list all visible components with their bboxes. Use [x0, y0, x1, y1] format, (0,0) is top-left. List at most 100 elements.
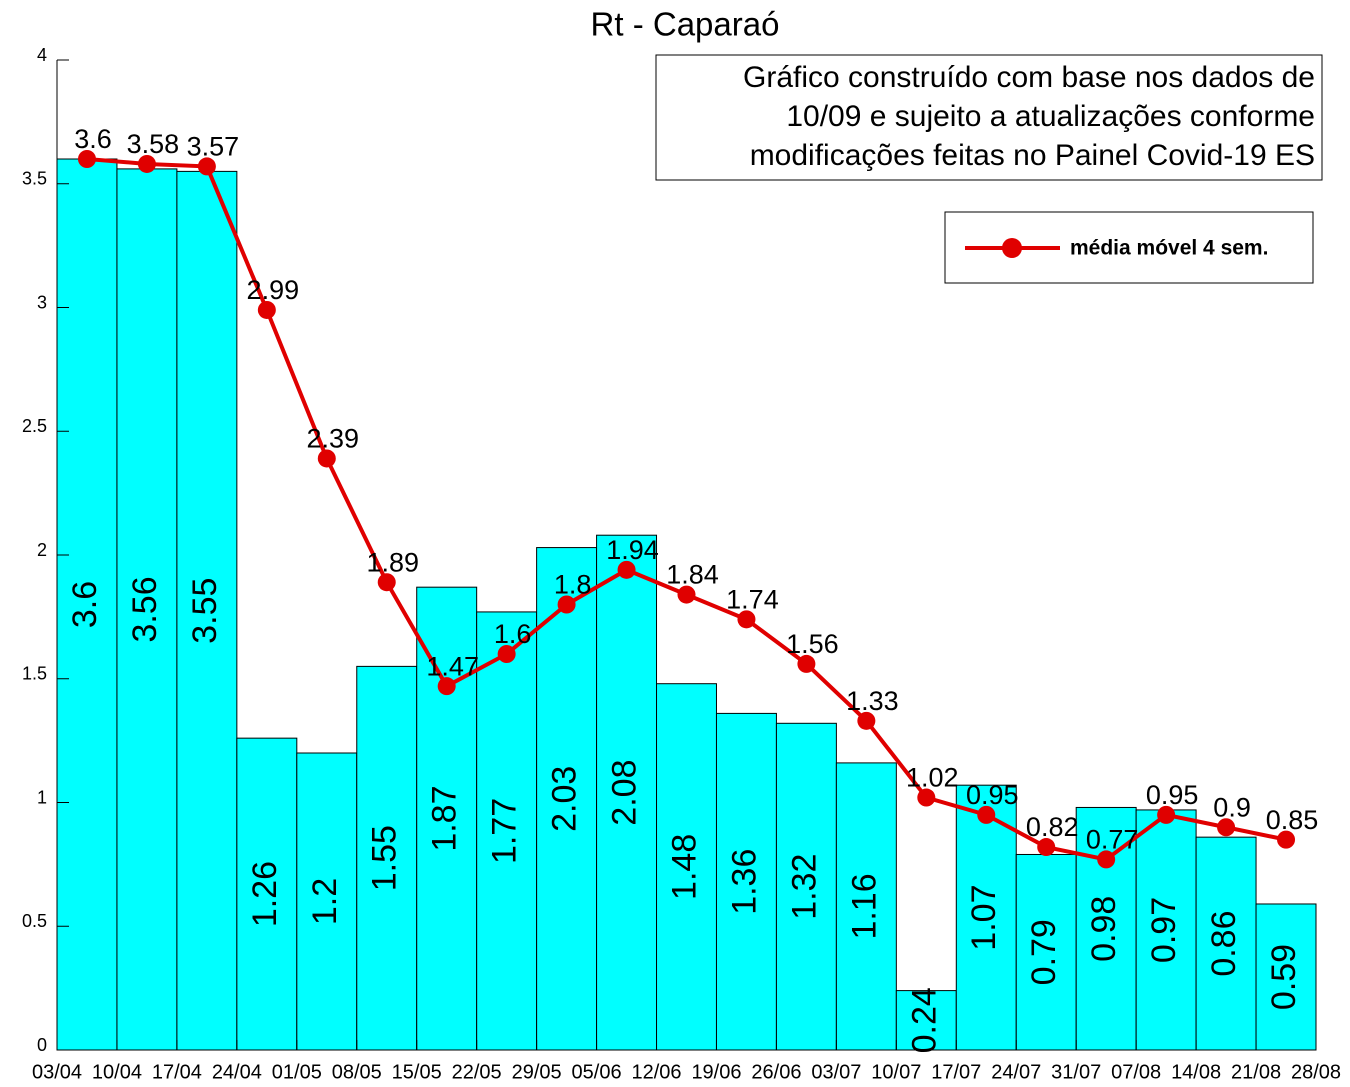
bar	[1255, 903, 1317, 1051]
bar-value-label: 2.03	[546, 766, 584, 832]
line-marker	[617, 560, 636, 579]
x-tick-label: 12/06	[631, 1061, 681, 1083]
bar-value-label: 1.77	[486, 798, 524, 864]
bar-value-label: 1.87	[426, 785, 464, 851]
y-tick-label: 2.5	[22, 416, 47, 436]
line-marker	[1157, 805, 1176, 824]
x-tick-label: 17/07	[931, 1061, 981, 1083]
bar-value-label: 0.86	[1205, 910, 1243, 976]
line-value-label: 0.95	[966, 780, 1019, 810]
line-marker	[1097, 850, 1116, 869]
bar	[775, 722, 837, 1051]
x-tick-label: 08/05	[332, 1061, 382, 1083]
line-marker	[257, 300, 276, 319]
x-tick-label: 03/07	[811, 1061, 861, 1083]
x-tick-label: 24/07	[991, 1061, 1041, 1083]
y-tick-label: 3.5	[22, 169, 47, 189]
bar-value-label: 3.55	[186, 578, 224, 644]
x-tick-label: 28/08	[1291, 1061, 1341, 1083]
line-value-label: 2.39	[307, 424, 360, 454]
y-tick-label: 3	[37, 292, 47, 312]
annotation-text: Gráfico construído com base nos dados de	[743, 61, 1315, 94]
line-value-label: 3.6	[74, 124, 112, 154]
x-tick-label: 10/04	[92, 1061, 142, 1083]
bar-value-label: 0.24	[905, 987, 943, 1053]
bar-value-label: 0.59	[1265, 944, 1303, 1010]
line-value-label: 1.56	[786, 629, 839, 659]
x-tick-label: 26/06	[751, 1061, 801, 1083]
line-value-label: 1.84	[666, 560, 719, 590]
bar-value-label: 3.6	[66, 581, 104, 628]
bar	[476, 611, 538, 1051]
line-marker	[677, 585, 696, 604]
bar-value-label: 1.26	[246, 861, 284, 927]
line-marker	[497, 645, 516, 663]
bar-value-label: 0.97	[1145, 897, 1183, 963]
x-tick-label: 10/07	[871, 1061, 921, 1083]
bar-value-label: 1.16	[845, 873, 883, 939]
x-tick-label: 29/05	[512, 1061, 562, 1083]
bar-value-label: 1.48	[665, 834, 703, 900]
line-value-label: 0.9	[1213, 792, 1251, 822]
annotation-box	[655, 54, 1323, 181]
y-tick-label: 2	[37, 540, 47, 560]
line-value-label: 1.6	[494, 619, 532, 649]
bar	[835, 762, 897, 1051]
line-value-label: 1.47	[426, 651, 479, 681]
line-marker	[77, 150, 96, 168]
bar	[1015, 853, 1077, 1051]
x-tick-label: 22/05	[452, 1061, 502, 1083]
bar	[955, 784, 1017, 1051]
line-value-label: 1.74	[726, 584, 779, 614]
bar	[596, 534, 658, 1051]
bar-value-label: 1.07	[965, 884, 1003, 950]
bar	[296, 752, 358, 1051]
bar	[1195, 836, 1257, 1051]
line-value-label: 1.8	[554, 570, 592, 600]
y-tick-label: 1.5	[22, 664, 47, 684]
line-value-label: 0.85	[1266, 805, 1319, 835]
x-tick-label: 07/08	[1111, 1061, 1161, 1083]
legend-marker	[1002, 238, 1022, 258]
line-marker	[317, 449, 336, 468]
x-tick-label: 24/04	[212, 1061, 262, 1083]
bar-value-label: 2.08	[606, 760, 644, 826]
line-value-label: 3.58	[127, 129, 180, 159]
y-tick-label: 0.5	[22, 911, 47, 931]
x-tick-label: 21/08	[1231, 1061, 1281, 1083]
x-tick-label: 05/06	[572, 1061, 622, 1083]
annotation-text: modificações feitas no Painel Covid-19 E…	[750, 139, 1315, 172]
line-value-label: 3.57	[187, 132, 240, 162]
x-tick-label: 14/08	[1171, 1061, 1221, 1083]
line-marker	[917, 788, 936, 807]
y-tick-label: 0	[37, 1035, 47, 1055]
x-tick-label: 03/04	[32, 1061, 82, 1083]
bar	[715, 712, 777, 1051]
x-tick-label: 17/04	[152, 1061, 202, 1083]
line-marker	[977, 805, 996, 824]
bar	[236, 737, 298, 1051]
bar-value-label: 1.2	[306, 878, 344, 925]
y-tick-label: 1	[37, 787, 47, 807]
chart-title: Rt - Caparaó	[591, 6, 780, 43]
bar-value-label: 1.36	[725, 849, 763, 915]
line-value-label: 1.89	[366, 547, 419, 577]
bar-value-label: 0.79	[1025, 919, 1063, 985]
bar	[1135, 809, 1197, 1051]
line-marker	[1037, 838, 1056, 857]
line-value-label: 0.95	[1146, 780, 1199, 810]
line-marker	[1277, 830, 1296, 849]
line-marker	[557, 595, 576, 614]
bar-value-label: 0.98	[1085, 896, 1123, 962]
line-marker	[137, 154, 156, 173]
line-value-label: 1.94	[606, 535, 659, 565]
bar	[116, 168, 178, 1051]
annotation-text: 10/09 e sujeito a atualizações conforme	[786, 100, 1315, 133]
bar	[1075, 806, 1137, 1051]
bar-value-label: 3.56	[126, 576, 164, 642]
bar-value-label: 1.32	[785, 854, 823, 920]
bar	[356, 665, 418, 1051]
x-tick-label: 31/07	[1051, 1061, 1101, 1083]
line-marker	[857, 711, 876, 730]
x-tick-label: 19/06	[691, 1061, 741, 1083]
